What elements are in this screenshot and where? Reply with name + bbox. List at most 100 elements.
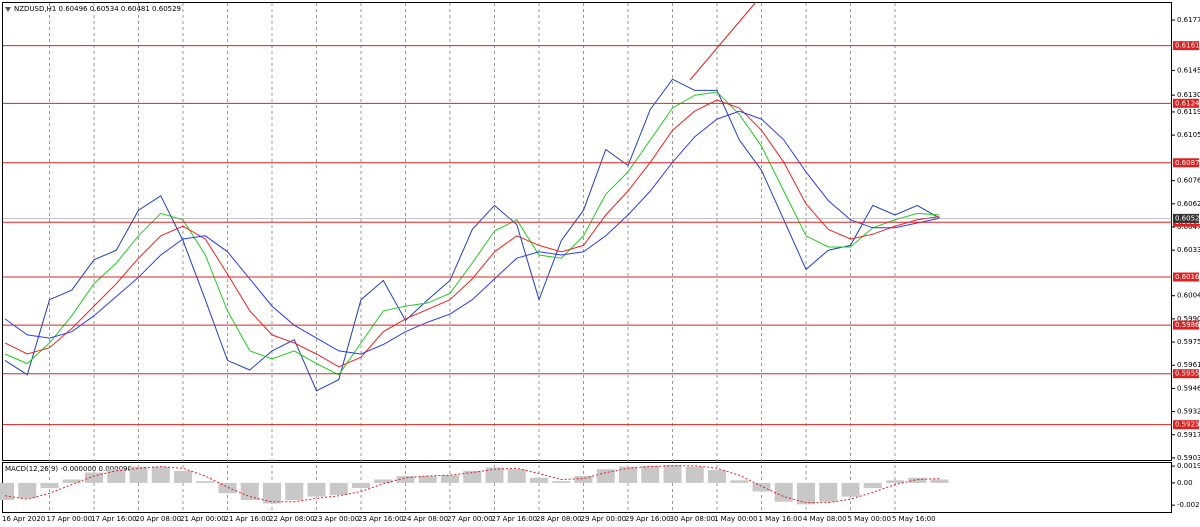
moving-average xyxy=(4,110,940,355)
macd-bar xyxy=(374,479,393,483)
macd-bar xyxy=(663,464,682,483)
moving-average xyxy=(4,91,940,376)
x-tick-label: 23 Apr 16:00 xyxy=(358,515,404,523)
x-tick-label: 16 Apr 2020 xyxy=(2,515,45,523)
macd-bar xyxy=(18,482,37,499)
level-label: 0.60877 xyxy=(1175,159,1200,167)
macd-bar xyxy=(418,476,437,483)
macd-bar xyxy=(263,482,281,504)
macd-bar xyxy=(352,482,370,489)
x-tick-label: 20 Apr 08:00 xyxy=(136,515,182,523)
macd-bar xyxy=(463,470,482,483)
macd-bar xyxy=(62,479,81,483)
macd-bar xyxy=(708,470,726,483)
macd-bar xyxy=(85,472,103,483)
macd-bar xyxy=(752,482,771,492)
level-label-box xyxy=(1173,420,1199,430)
x-tick-label: 17 Apr 00:00 xyxy=(47,515,93,523)
macd-bar xyxy=(285,482,304,501)
x-tick-label: 22 Apr 08:00 xyxy=(269,515,315,523)
y-tick-label: 0.61195 xyxy=(1177,108,1200,116)
macd-bar xyxy=(307,482,326,497)
macd-bar xyxy=(174,470,192,483)
macd-bar xyxy=(797,482,815,505)
y-tick-label: 0.60045 xyxy=(1177,292,1200,300)
chart-title: NZDUSD,H1 0.60496 0.60534 0.60481 0.6052… xyxy=(14,5,181,13)
x-tick-label: 30 Apr 08:00 xyxy=(670,515,716,523)
macd-bar xyxy=(774,482,793,502)
y-tick-label: 0.60475 xyxy=(1177,223,1200,231)
level-label-box xyxy=(1173,320,1199,330)
x-tick-label: 1 May 00:00 xyxy=(714,515,758,523)
level-label: 0.59238 xyxy=(1175,421,1200,429)
macd-bar xyxy=(441,475,459,483)
trend-line xyxy=(689,1,757,81)
macd-bar xyxy=(596,469,615,483)
x-tick-label: 17 Apr 16:00 xyxy=(91,515,137,523)
x-tick-label: 29 Apr 00:00 xyxy=(581,515,627,523)
level-label-box xyxy=(1173,98,1199,108)
x-tick-label: 23 Apr 00:00 xyxy=(314,515,360,523)
macd-bar xyxy=(530,477,548,483)
macd-bar xyxy=(107,469,126,483)
y-tick-label: -0.00259 xyxy=(1177,501,1200,509)
x-tick-label: 1 May 16:00 xyxy=(759,515,803,523)
macd-bar xyxy=(641,465,660,483)
macd-bar xyxy=(240,482,259,501)
x-tick-label: 21 Apr 00:00 xyxy=(180,515,226,523)
macd-bar xyxy=(619,466,637,483)
x-tick-label: 5 May 16:00 xyxy=(892,515,936,523)
x-tick-label: 29 Apr 16:00 xyxy=(625,515,671,523)
macd-bar xyxy=(930,479,949,483)
x-tick-label: 27 Apr 00:00 xyxy=(447,515,493,523)
macd-bar xyxy=(396,476,415,483)
y-tick-label: 0.00196 xyxy=(1177,462,1200,470)
y-tick-label: 0.59175 xyxy=(1177,431,1200,439)
macd-bar xyxy=(552,481,571,483)
price-line xyxy=(4,78,940,392)
macd-title: MACD(12,26,9) -0.000000 0.000090 xyxy=(5,465,132,473)
level-label: 0.60162 xyxy=(1175,273,1200,281)
x-tick-label: 27 Apr 16:00 xyxy=(492,515,538,523)
macd-bar xyxy=(819,482,838,502)
y-tick-label: 0.59755 xyxy=(1177,338,1200,346)
last-price-box xyxy=(1173,213,1199,223)
main-frame xyxy=(2,2,1172,461)
macd-bar xyxy=(151,466,170,483)
macd-bar xyxy=(196,481,215,483)
x-tick-label: 24 Apr 08:00 xyxy=(403,515,449,523)
x-tick-label: 28 Apr 08:00 xyxy=(536,515,582,523)
x-tick-label: 5 May 00:00 xyxy=(848,515,892,523)
x-tick-label: 21 Apr 16:00 xyxy=(225,515,271,523)
level-label-box xyxy=(1173,158,1199,168)
y-tick-label: 0.60765 xyxy=(1177,177,1200,185)
macd-bar xyxy=(0,482,14,501)
y-tick-label: 0.61455 xyxy=(1177,66,1200,74)
macd-bar xyxy=(40,482,59,489)
level-label-box xyxy=(1173,272,1199,282)
chart-icon xyxy=(5,7,11,12)
macd-bar xyxy=(685,466,704,483)
macd-bar xyxy=(129,466,148,483)
y-tick-label: 0.59465 xyxy=(1177,384,1200,392)
last-price-label: 0.60529 xyxy=(1175,214,1200,222)
level-label: 0.59861 xyxy=(1175,321,1200,329)
macd-bar xyxy=(863,482,882,489)
macd-bar xyxy=(218,482,237,494)
macd-bar xyxy=(841,482,860,497)
macd-bar xyxy=(485,467,504,483)
macd-bar xyxy=(730,480,749,483)
level-label: 0.59557 xyxy=(1175,370,1200,378)
